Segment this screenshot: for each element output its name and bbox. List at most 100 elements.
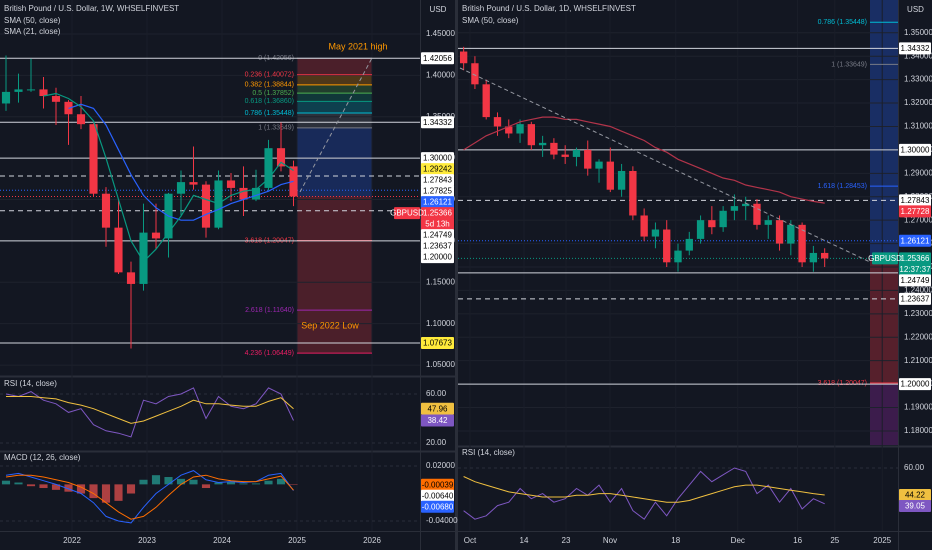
candle-body [719, 210, 727, 228]
indicator-label: -0.00640 [422, 491, 454, 500]
price-label-box [899, 205, 931, 218]
macd-histogram-bar [201, 484, 211, 489]
short-zone [870, 383, 898, 445]
candle-body [584, 149, 592, 169]
y-tick-label: 1.18000 [904, 426, 932, 435]
candle-body [821, 252, 829, 259]
price-label-box [899, 274, 931, 287]
macd-histogram-bar [264, 480, 273, 485]
sma-line [68, 103, 294, 221]
indicator-label: -0.00039 [422, 480, 454, 489]
price-label-box [899, 292, 931, 305]
y-tick-label: 1.35000 [904, 28, 932, 37]
rsi-ma-line [463, 476, 825, 503]
y-tick-label: 1.32000 [904, 98, 932, 107]
price-label: 1.27843 [423, 176, 452, 185]
macd-histogram-bar [214, 482, 223, 485]
fib-label: 1 (1.33649) [831, 61, 867, 68]
fib-band [297, 113, 372, 128]
candle-body [730, 206, 739, 211]
macd-histogram-bar [14, 482, 23, 485]
y-tick-label: 1.10000 [426, 319, 455, 328]
candle-body [505, 126, 513, 134]
price-label-box [421, 207, 454, 220]
price-label-box [421, 174, 454, 187]
y-tick-label: 1.15000 [426, 277, 455, 286]
price-label-box [421, 240, 454, 253]
symbol-tag-box [394, 207, 420, 220]
signal-line [5, 474, 294, 520]
rsi-ma-line [6, 396, 294, 424]
x-tick-label: 2023 [138, 536, 156, 545]
projection-line [299, 57, 373, 193]
candle-body [101, 193, 111, 228]
price-label-box [899, 194, 931, 207]
chart-title: British Pound / U.S. Dollar, 1D, WHSELFI… [462, 4, 636, 13]
macd-histogram-bar [26, 484, 36, 487]
candle-body [76, 114, 86, 125]
pane-title: RSI (14, close) [462, 448, 515, 457]
candle-body [764, 220, 772, 225]
y-tick-label: 0.02000 [426, 461, 455, 470]
countdown: 5d 13h [425, 220, 449, 229]
candle-body [561, 154, 569, 157]
candle-body [685, 238, 693, 251]
price-label: 1.34332 [901, 44, 930, 53]
candle-body [538, 142, 547, 146]
x-tick-label: 18 [671, 536, 680, 545]
price-label-box [899, 378, 931, 391]
fib-label: 4.236 (1.06449) [245, 350, 294, 357]
trend-line [459, 67, 871, 263]
y-tick-label: 1.45000 [426, 29, 455, 38]
candle-body [787, 224, 795, 244]
fib-label: 3.618 (1.20047) [818, 380, 867, 387]
price-label: 1.29242 [423, 165, 452, 174]
price-label-box [421, 185, 454, 198]
macd-histogram-bar [76, 484, 86, 494]
fib-label: 0.786 (1.35448) [818, 19, 867, 26]
macd-histogram-bar [176, 478, 186, 485]
candle-body [51, 96, 61, 102]
price-label-box [421, 251, 454, 264]
price-label-box [899, 234, 931, 247]
candle-body [459, 51, 468, 64]
price-label: 1.23637 [901, 295, 930, 304]
fib-band [297, 101, 372, 114]
legend-entry: SMA (50, close) [462, 16, 519, 25]
x-tick-label: 2025 [873, 536, 891, 545]
short-zone [870, 258, 898, 384]
indicator-label: 44.22 [905, 491, 926, 500]
fib-label: 0.5 (1.37852) [252, 90, 294, 97]
y-tick-label: 1.33000 [904, 75, 932, 84]
candle-body [89, 124, 98, 194]
y-tick-label: 1.40000 [426, 70, 455, 79]
price-label: 1.24749 [901, 276, 930, 285]
indicator-label: 47.96 [427, 404, 448, 413]
candle-body [550, 142, 558, 155]
price-label: 1.27728 [901, 207, 930, 216]
candle-body [276, 148, 286, 167]
symbol-tag: GBPUSD [868, 254, 902, 263]
candle-body [471, 63, 479, 85]
macd-histogram-bar [39, 484, 48, 489]
indicator-label-box [899, 499, 931, 512]
y-tick-label: 1.34000 [904, 51, 932, 60]
candle-body [1, 91, 11, 104]
macd-histogram-bar [289, 484, 298, 485]
candle-body [226, 180, 236, 188]
candle-body [775, 220, 784, 244]
candle-body [139, 232, 148, 284]
candle-body [516, 124, 524, 134]
y-tick-label: 1.23000 [904, 309, 932, 318]
candle-body [572, 149, 581, 157]
indicator-label-box [421, 489, 454, 502]
y-tick-label: 1.27000 [904, 215, 932, 224]
x-tick-label: 2026 [363, 536, 381, 545]
macd-histogram-bar [126, 484, 136, 494]
x-tick-label: 25 [830, 536, 839, 545]
price-label-box [899, 42, 931, 55]
price-label-box [899, 252, 931, 265]
macd-line [5, 470, 294, 524]
candle-body [629, 170, 637, 216]
